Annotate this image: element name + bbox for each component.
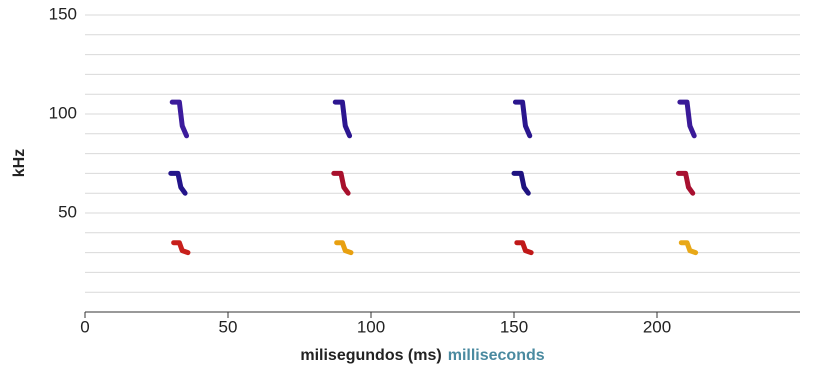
harmonic-trace: [332, 99, 353, 139]
harmonic-trace: [678, 240, 699, 256]
y-tick-label: 100: [49, 103, 77, 122]
harmonic-trace: [169, 99, 190, 139]
harmonic-trace: [168, 170, 188, 196]
x-tick-label: 0: [80, 317, 89, 336]
harmonic-trace: [514, 240, 534, 256]
y-axis-label: kHz: [11, 149, 28, 177]
y-tick-label: 50: [58, 202, 77, 221]
x-tick-label: 200: [643, 317, 671, 336]
harmonic-trace: [512, 99, 533, 139]
x-tick-label: 100: [357, 317, 385, 336]
harmonic-trace: [675, 170, 696, 196]
harmonic-trace: [334, 240, 354, 256]
x-axis-label: milisegundos (ms): [300, 347, 441, 364]
x-tick-label: 50: [219, 317, 238, 336]
y-tick-label: 150: [49, 4, 77, 23]
harmonic-trace: [677, 99, 697, 139]
harmonic-trace: [171, 240, 191, 256]
harmonic-trace: [511, 170, 531, 196]
harmonic-trace: [331, 170, 351, 196]
x-axis-label-translation: milliseconds: [448, 347, 545, 364]
x-tick-label: 150: [500, 317, 528, 336]
